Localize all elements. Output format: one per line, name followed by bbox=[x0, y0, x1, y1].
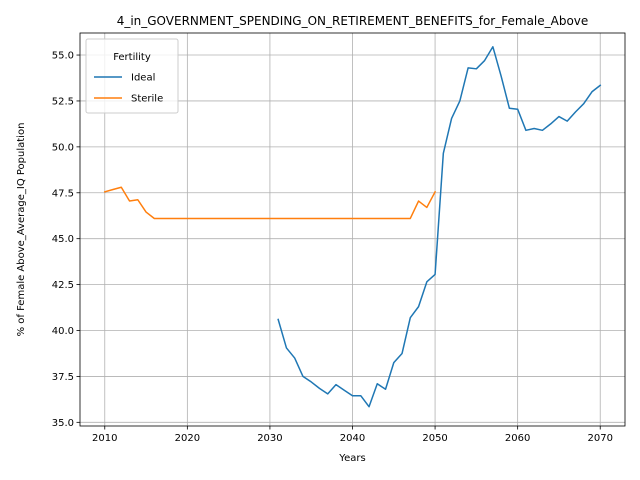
series-line-sterile bbox=[103, 186, 437, 220]
chart-title: 4_in_GOVERNMENT_SPENDING_ON_RETIREMENT_B… bbox=[117, 14, 589, 28]
x-tick-label: 2010 bbox=[92, 433, 117, 444]
x-tick-label: 2050 bbox=[422, 433, 447, 444]
legend-entries: Ideal Sterile bbox=[94, 73, 163, 105]
y-tick-label: 55.0 bbox=[52, 51, 74, 62]
y-tick-label: 42.5 bbox=[52, 280, 74, 291]
x-axis-title: Years bbox=[338, 453, 365, 464]
series-layer bbox=[103, 46, 602, 408]
legend-box bbox=[85, 38, 179, 114]
y-tick-label: 52.5 bbox=[52, 96, 74, 107]
x-tick-label: 2040 bbox=[340, 433, 365, 444]
y-tick-label: 45.0 bbox=[52, 234, 74, 245]
x-tick-label: 2070 bbox=[588, 433, 613, 444]
y-tick-label: 37.5 bbox=[52, 372, 74, 383]
legend-title: Fertility bbox=[113, 52, 151, 63]
x-tick-label: 2060 bbox=[505, 433, 530, 444]
axis-ticks: 2010 2020 2030 2040 2050 2060 2070 35.0 37.5 40.0… bbox=[52, 51, 613, 444]
legend-label-sterile: Sterile bbox=[131, 94, 163, 105]
x-tick-label: 2030 bbox=[257, 433, 282, 444]
series-line-ideal bbox=[277, 46, 602, 408]
y-tick-label: 40.0 bbox=[52, 326, 74, 337]
y-tick-label: 47.5 bbox=[52, 188, 74, 199]
legend: Fertility Ideal Sterile bbox=[85, 38, 179, 114]
legend-label-ideal: Ideal bbox=[131, 73, 155, 84]
y-tick-label: 50.0 bbox=[52, 142, 74, 153]
grid-lines bbox=[80, 33, 625, 426]
y-axis-title: % of Female Above_Average_IQ Population bbox=[16, 123, 27, 337]
x-tick-label: 2020 bbox=[175, 433, 200, 444]
y-tick-label: 35.0 bbox=[52, 418, 74, 429]
